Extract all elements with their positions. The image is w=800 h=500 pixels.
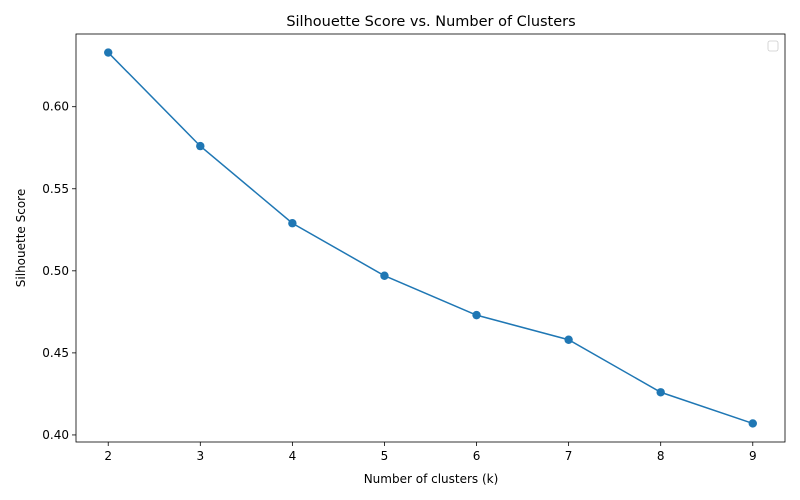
x-tick-label: 4 xyxy=(289,449,297,463)
y-axis-title: Silhouette Score xyxy=(14,189,28,287)
data-point xyxy=(748,419,757,428)
data-point xyxy=(196,141,205,151)
x-tick-label: 2 xyxy=(104,449,112,463)
data-point xyxy=(380,271,389,280)
data-point xyxy=(288,219,297,228)
x-tick-label: 7 xyxy=(565,449,573,463)
x-tick-label: 6 xyxy=(473,449,481,463)
x-tick-label: 9 xyxy=(749,449,757,463)
y-tick-label: 0.40 xyxy=(42,428,69,442)
chart-title: Silhouette Score vs. Number of Clusters xyxy=(286,14,575,30)
x-tick-label: 8 xyxy=(657,449,665,463)
data-point xyxy=(656,388,665,397)
x-tick-label: 3 xyxy=(196,449,204,463)
data-point xyxy=(104,48,113,57)
y-tick-label: 0.55 xyxy=(42,182,69,196)
data-point xyxy=(472,310,481,320)
y-axis: 0.40 0.45 0.50 0.55 0.60 xyxy=(42,100,76,442)
data-point xyxy=(564,335,573,344)
series-layer xyxy=(104,48,757,428)
x-tick-label: 5 xyxy=(381,449,389,463)
y-tick-label: 0.60 xyxy=(42,100,69,114)
plot-area xyxy=(75,33,786,443)
x-axis-title: Number of clusters (k) xyxy=(364,472,499,486)
y-tick-label: 0.45 xyxy=(42,346,69,360)
x-axis: 2 3 4 5 6 7 8 9 xyxy=(104,442,757,463)
series-line xyxy=(107,52,754,425)
y-tick-label: 0.50 xyxy=(42,264,69,278)
legend-box xyxy=(767,40,779,52)
